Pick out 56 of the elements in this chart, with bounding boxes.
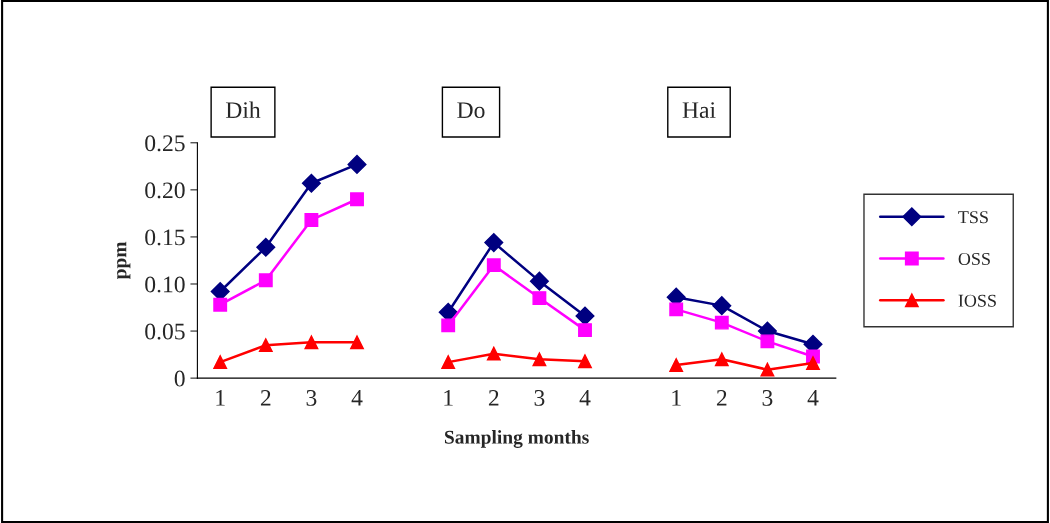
point: [578, 323, 592, 338]
point: [258, 273, 273, 288]
x-tick-label: 3: [306, 389, 317, 406]
point: [441, 318, 456, 333]
y-tick-label: 0.15: [145, 229, 185, 246]
x-tick-label: 2: [488, 389, 499, 406]
point: [532, 352, 547, 367]
text: Do: [457, 102, 485, 119]
point: [213, 355, 228, 370]
y-axis-title: ppm: [117, 241, 131, 280]
point: [760, 362, 775, 377]
x-tick-label: 1: [672, 390, 681, 406]
x-tick-label: 2: [716, 389, 727, 406]
point: [575, 306, 595, 326]
x-tick-label: 1: [444, 390, 453, 406]
x-axis-title: Sampling months: [444, 430, 589, 448]
point: [669, 302, 684, 317]
point: [532, 291, 547, 306]
y-tick-label: 0.25: [145, 135, 185, 152]
text: Hai: [682, 102, 716, 119]
point: [304, 335, 319, 350]
point: [350, 192, 364, 207]
y-tick-label: 0: [174, 370, 185, 387]
x-tick-label: 4: [579, 390, 591, 406]
point: [350, 335, 364, 350]
point: [441, 355, 456, 370]
point: [806, 356, 820, 371]
point: [714, 315, 729, 330]
point: [760, 334, 775, 349]
legend-label: TSS: [958, 211, 988, 224]
x-tick-label: 3: [534, 389, 545, 406]
legend-label: IOSS: [958, 294, 996, 307]
point: [258, 338, 273, 353]
point: [347, 154, 367, 174]
point: [213, 297, 228, 312]
point: [304, 213, 319, 227]
y-tick-label: 0.20: [145, 182, 185, 199]
point: [578, 354, 592, 369]
point: [301, 173, 321, 193]
point: [484, 233, 504, 253]
y-tick-label: 0.10: [145, 276, 185, 293]
point: [669, 358, 684, 372]
point: [712, 296, 732, 316]
legend-label: OSS: [958, 252, 990, 266]
x-tick-label: 1: [216, 390, 225, 406]
x-tick-label: 4: [807, 390, 819, 406]
text: Dih: [225, 101, 261, 118]
point: [486, 258, 501, 273]
x-tick-label: 2: [260, 389, 271, 406]
point: [529, 271, 549, 291]
point: [714, 352, 729, 367]
point: [486, 346, 501, 361]
y-tick-label: 0.05: [145, 323, 185, 340]
x-tick-label: 3: [762, 389, 773, 406]
x-tick-label: 4: [351, 390, 363, 406]
point: [256, 237, 276, 257]
